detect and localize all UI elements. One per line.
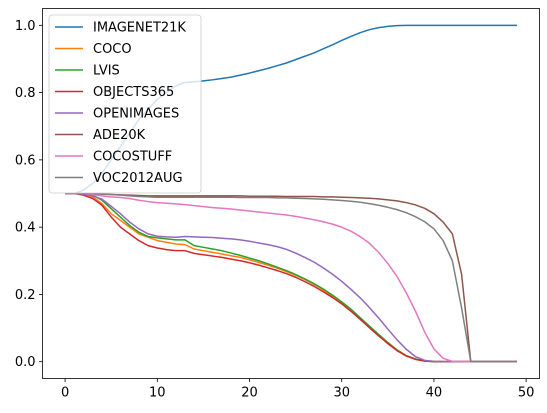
x-axis: 0 10 20 30 40 50 [61, 378, 535, 401]
legend-label-coco: COCO [93, 42, 132, 57]
y-tick-label: 1.0 [15, 19, 36, 34]
y-tick-label: 0.2 [15, 288, 36, 303]
legend-label-lvis: LVIS [93, 64, 120, 79]
legend-label-voc2012aug: VOC2012AUG [93, 171, 183, 186]
y-axis: 0.0 0.2 0.4 0.6 0.8 1.0 [15, 19, 43, 370]
legend-label-openimages: OPENIMAGES [93, 107, 179, 122]
legend-label-cocostuff: COCOSTUFF [93, 150, 172, 165]
legend-label-objects365: OBJECTS365 [93, 85, 174, 100]
x-tick-label: 40 [426, 386, 443, 401]
legend-box [48, 14, 202, 194]
y-tick-label: 0.0 [15, 355, 36, 370]
y-tick-label: 0.4 [15, 221, 36, 236]
legend: IMAGENET21K COCO LVIS OBJECTS365 OPENIMAGES A… [48, 14, 202, 194]
legend-label-ade20k: ADE20K [93, 128, 146, 143]
series-line-objects365 [65, 192, 517, 363]
y-tick-label: 0.8 [15, 86, 36, 101]
series-line-ade20k [65, 192, 517, 363]
legend-label-imagenet21k: IMAGENET21K [93, 21, 186, 36]
x-tick-label: 30 [333, 386, 350, 401]
series-line-lvis [65, 192, 517, 363]
series-line-voc2012aug [65, 192, 517, 363]
x-tick-label: 20 [241, 386, 258, 401]
series-line-openimages [65, 192, 517, 363]
y-tick-label: 0.6 [15, 153, 36, 168]
x-tick-label: 50 [518, 386, 535, 401]
plot-lines [65, 24, 517, 363]
series-line-cocostuff [65, 192, 517, 363]
plot-frame [42, 8, 540, 379]
x-tick-label: 0 [61, 386, 69, 401]
series-line-coco [65, 192, 517, 363]
x-tick-label: 10 [149, 386, 166, 401]
